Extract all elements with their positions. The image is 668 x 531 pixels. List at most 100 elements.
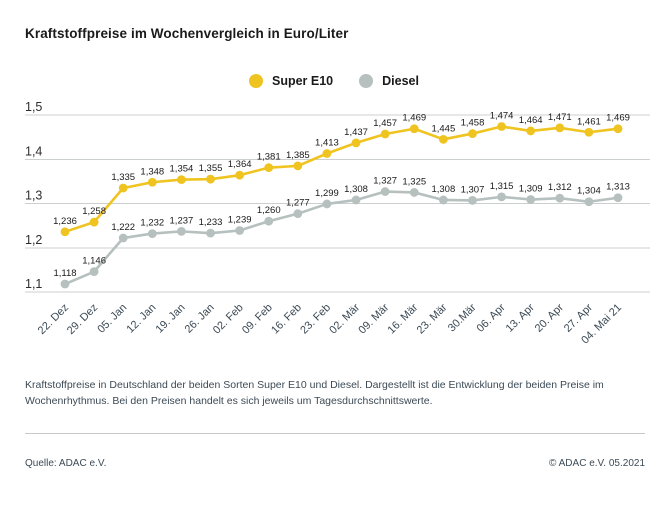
legend-item-super-e10: Super E10 <box>249 74 333 88</box>
value-label-diesel: 1,315 <box>490 181 514 192</box>
data-point-super-e10 <box>409 124 419 134</box>
data-point-diesel <box>380 187 390 196</box>
value-label-diesel: 1,146 <box>82 256 106 267</box>
data-point-super-e10 <box>293 161 303 171</box>
x-tick-label: 29. Dez <box>65 302 100 337</box>
data-point-super-e10 <box>351 138 361 148</box>
value-label-super-e10: 1,381 <box>257 152 281 163</box>
data-point-super-e10 <box>206 174 215 184</box>
line-diesel <box>63 190 620 286</box>
x-tick-label: 30.Mär <box>446 301 479 334</box>
value-label-diesel: 1,299 <box>315 188 339 199</box>
data-point-super-e10 <box>264 163 274 173</box>
x-tick-label: 23. Feb <box>298 302 333 337</box>
value-label-super-e10: 1,469 <box>402 113 426 124</box>
y-tick-label: 1,1 <box>25 277 42 291</box>
value-label-diesel: 1,237 <box>170 215 194 226</box>
value-label-diesel: 1,233 <box>199 217 223 228</box>
data-point-diesel <box>206 228 215 238</box>
data-point-super-e10 <box>60 227 70 237</box>
super-e10-dot-icon <box>249 74 263 88</box>
value-label-diesel: 1,239 <box>228 214 252 225</box>
value-label-super-e10: 1,335 <box>111 172 135 183</box>
data-point-super-e10 <box>497 122 506 131</box>
data-point-diesel <box>293 209 303 219</box>
chart-title: Kraftstoffpreise im Wochenvergleich in E… <box>25 26 349 41</box>
data-point-super-e10 <box>438 134 448 144</box>
data-point-super-e10 <box>468 129 477 138</box>
data-point-super-e10 <box>235 170 245 180</box>
data-point-diesel <box>497 192 506 202</box>
data-point-super-e10 <box>89 217 99 227</box>
x-tick-label: 12. Jan <box>124 302 158 336</box>
data-point-super-e10 <box>118 183 128 193</box>
value-label-super-e10: 1,348 <box>140 166 164 177</box>
chart-legend: Super E10 Diesel <box>0 74 668 88</box>
value-label-diesel: 1,313 <box>606 182 630 193</box>
value-label-super-e10: 1,461 <box>577 116 601 127</box>
x-tick-label: 16. Mär <box>386 301 421 336</box>
y-tick-label: 1,5 <box>25 100 42 114</box>
value-label-super-e10: 1,364 <box>228 159 252 170</box>
x-tick-label: 06. Apr <box>475 301 508 334</box>
chart-description: Kraftstoffpreise in Deutschland der beid… <box>25 379 604 408</box>
x-tick-label: 20. Apr <box>533 301 566 334</box>
data-point-diesel <box>322 199 332 209</box>
value-label-super-e10: 1,464 <box>519 115 543 126</box>
value-label-diesel: 1,307 <box>461 184 485 195</box>
value-label-super-e10: 1,474 <box>490 111 514 122</box>
value-label-super-e10: 1,469 <box>606 113 630 124</box>
data-point-super-e10 <box>147 177 157 187</box>
data-point-diesel <box>613 193 623 203</box>
y-tick-label: 1,3 <box>25 189 42 203</box>
data-point-diesel <box>555 193 565 203</box>
y-tick-label: 1,2 <box>25 233 42 247</box>
line-chart-area: 1,5 1,4 1,3 1,2 1,1 22. Dez 29. Dez 05. Jan 12. … <box>0 100 668 358</box>
data-point-diesel <box>438 195 448 205</box>
value-label-super-e10: 1,355 <box>199 163 223 174</box>
x-tick-label: 02. Mär <box>327 301 362 336</box>
x-tick-label: 26. Jan <box>183 302 217 336</box>
value-label-diesel: 1,232 <box>140 218 164 229</box>
value-label-diesel: 1,325 <box>402 176 426 187</box>
data-point-super-e10 <box>584 127 594 137</box>
value-label-super-e10: 1,457 <box>373 118 397 129</box>
x-tick-label: 05. Jan <box>95 302 129 336</box>
data-point-diesel <box>526 195 536 204</box>
data-point-diesel <box>177 226 186 236</box>
data-point-diesel <box>118 233 128 243</box>
x-tick-label: 13. Apr <box>504 301 537 334</box>
data-point-super-e10 <box>177 175 186 185</box>
value-label-super-e10: 1,471 <box>548 112 572 123</box>
value-label-diesel: 1,312 <box>548 182 572 193</box>
value-label-diesel: 1,304 <box>577 186 601 197</box>
value-label-diesel: 1,327 <box>373 176 397 187</box>
value-label-super-e10: 1,258 <box>82 206 106 217</box>
data-point-diesel <box>147 229 157 238</box>
value-label-super-e10: 1,413 <box>315 137 339 148</box>
data-point-diesel <box>89 267 99 277</box>
data-point-diesel <box>60 279 70 289</box>
data-point-super-e10 <box>555 123 565 133</box>
copyright-label: © ADAC e.V. 05.2021 <box>549 458 645 469</box>
legend-label-diesel: Diesel <box>382 74 419 88</box>
value-label-super-e10: 1,354 <box>170 164 194 175</box>
legend-item-diesel: Diesel <box>359 74 419 88</box>
data-point-diesel <box>264 216 274 226</box>
value-label-super-e10: 1,385 <box>286 150 310 161</box>
source-label: Quelle: ADAC e.V. <box>25 458 107 469</box>
value-label-diesel: 1,277 <box>286 198 310 209</box>
value-label-super-e10: 1,458 <box>461 118 485 129</box>
x-tick-label: 23. Mär <box>415 301 450 336</box>
data-point-super-e10 <box>322 149 332 158</box>
value-label-diesel: 1,222 <box>111 222 135 233</box>
divider-line <box>25 433 645 434</box>
data-point-diesel <box>351 195 361 205</box>
value-label-diesel: 1,309 <box>519 184 543 195</box>
value-label-diesel: 1,260 <box>257 205 281 216</box>
x-tick-label: 09. Mär <box>356 301 391 336</box>
value-label-diesel: 1,308 <box>431 184 455 195</box>
data-point-diesel <box>584 197 594 207</box>
value-label-diesel: 1,118 <box>53 268 76 279</box>
